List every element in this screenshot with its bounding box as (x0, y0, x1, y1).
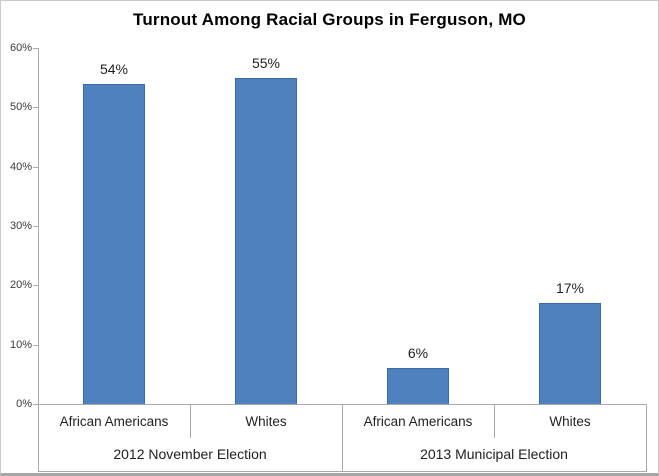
bar-value-label: 17% (555, 280, 585, 297)
turnout-bar (539, 303, 601, 404)
category-label: Whites (245, 414, 287, 429)
bar-value-label: 55% (251, 54, 281, 71)
category-divider (494, 404, 495, 438)
y-tick-mark (33, 344, 38, 346)
y-tick-label: 0% (16, 398, 32, 410)
y-tick-label: 30% (9, 220, 32, 232)
turnout-bar (235, 77, 297, 404)
y-tick-label: 60% (9, 42, 32, 54)
category-label: African Americans (59, 414, 169, 429)
bar-value-label: 6% (407, 345, 429, 362)
bar-value-label: 54% (99, 60, 129, 77)
y-tick-mark (33, 226, 38, 227)
category-divider (190, 404, 191, 438)
group-label: 2013 Municipal Election (420, 446, 568, 462)
turnout-bar (83, 83, 145, 404)
y-tick-mark (33, 48, 38, 49)
label-area-bottom-border (38, 471, 647, 472)
label-area-right-border (646, 404, 647, 471)
y-tick-mark (33, 166, 38, 168)
y-tick-label: 50% (9, 101, 32, 114)
group-label: 2012 November Election (113, 446, 267, 462)
y-axis-line (38, 48, 39, 471)
y-tick-mark (33, 285, 38, 287)
y-tick-label: 10% (9, 338, 32, 351)
category-label: African Americans (363, 414, 473, 429)
turnout-bar (387, 368, 449, 404)
y-tick-mark (33, 107, 38, 109)
chart-title: Turnout Among Racial Groups in Ferguson,… (133, 10, 526, 29)
category-label: Whites (549, 414, 591, 429)
y-tick-label: 20% (9, 279, 32, 292)
y-tick-mark (33, 404, 38, 405)
y-tick-label: 40% (9, 160, 32, 173)
group-divider (342, 404, 343, 471)
